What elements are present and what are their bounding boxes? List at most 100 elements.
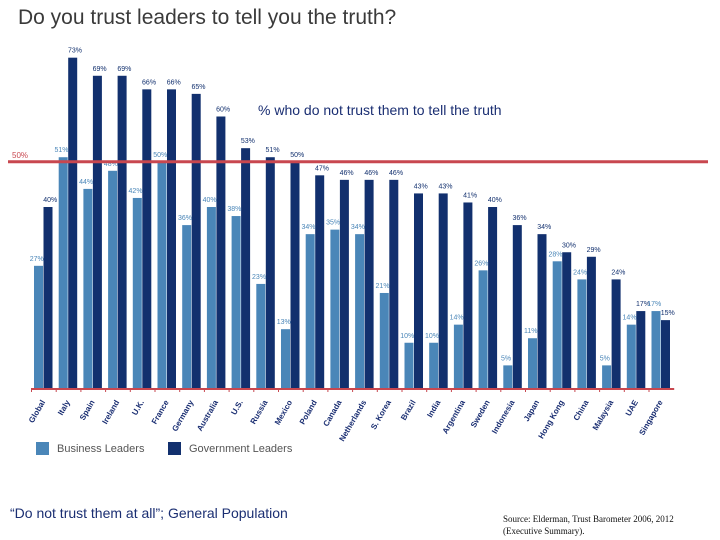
value-label-government: 40% bbox=[488, 197, 502, 204]
value-label-business: 11% bbox=[524, 328, 538, 335]
bar-business bbox=[256, 283, 266, 388]
bar-business bbox=[330, 229, 340, 388]
category-label: Australia bbox=[195, 398, 220, 433]
bar-government bbox=[68, 57, 78, 389]
x-axis bbox=[31, 388, 675, 392]
category-label: Global bbox=[27, 399, 47, 425]
value-label-business: 5% bbox=[600, 355, 610, 362]
value-label-government: 43% bbox=[438, 183, 452, 190]
bar-government bbox=[241, 148, 251, 388]
bar-business bbox=[231, 216, 241, 388]
bar-government bbox=[315, 175, 325, 388]
bar-business bbox=[281, 329, 290, 388]
value-label-government: 43% bbox=[414, 183, 428, 190]
chart-annotation: % who do not trust them to tell the trut… bbox=[258, 102, 502, 118]
category-label: Russia bbox=[249, 398, 270, 426]
value-label-government: 53% bbox=[241, 138, 255, 145]
bar-business bbox=[206, 207, 216, 388]
category-label: Brazil bbox=[399, 399, 418, 422]
bar-government bbox=[364, 179, 374, 388]
bar-government bbox=[438, 193, 448, 388]
value-label-business: 10% bbox=[425, 333, 439, 340]
bar-business bbox=[429, 342, 439, 388]
bar-business bbox=[602, 365, 612, 388]
bars-group bbox=[34, 57, 670, 389]
source-line-2: (Executive Summary). bbox=[503, 526, 585, 536]
category-label: Canada bbox=[321, 398, 344, 428]
bar-government bbox=[142, 89, 152, 388]
bar-government bbox=[265, 157, 275, 388]
value-label-government: 73% bbox=[68, 48, 82, 55]
value-label-business: 10% bbox=[400, 333, 414, 340]
value-label-business: 40% bbox=[203, 197, 217, 204]
value-label-business: 14% bbox=[450, 315, 464, 322]
bar-business bbox=[83, 188, 93, 388]
category-label: Italy bbox=[56, 398, 72, 417]
value-label-business: 36% bbox=[178, 215, 192, 222]
bar-government bbox=[414, 193, 423, 388]
value-label-business: 14% bbox=[623, 315, 637, 322]
value-label-government: 47% bbox=[315, 165, 329, 172]
value-label-business: 34% bbox=[301, 224, 315, 231]
value-label-business: 17% bbox=[647, 301, 661, 308]
category-label: France bbox=[150, 398, 171, 426]
value-label-business: 5% bbox=[501, 355, 511, 362]
value-label-government: 24% bbox=[611, 269, 625, 276]
value-label-government: 36% bbox=[513, 215, 527, 222]
legend-label-government: Government Leaders bbox=[189, 442, 293, 455]
bar-business bbox=[577, 279, 587, 388]
value-label-government: 34% bbox=[537, 224, 551, 231]
bar-government bbox=[636, 311, 646, 388]
bar-business bbox=[132, 197, 142, 388]
value-label-government: 46% bbox=[364, 170, 378, 177]
bar-government bbox=[537, 234, 547, 388]
category-label: Indonesia bbox=[490, 398, 517, 435]
legend-government: Government Leaders bbox=[168, 442, 292, 455]
value-label-government: 17% bbox=[636, 301, 650, 308]
category-label: China bbox=[572, 398, 591, 422]
bar-business bbox=[355, 234, 365, 388]
category-label: Spain bbox=[78, 398, 97, 421]
legend-swatch-business bbox=[36, 442, 49, 455]
bar-government bbox=[389, 179, 399, 388]
bar-business bbox=[34, 265, 43, 388]
category-label: Argentina bbox=[441, 398, 468, 435]
category-label: Malaysia bbox=[591, 398, 616, 432]
bar-government bbox=[611, 279, 621, 388]
value-label-government: 40% bbox=[43, 197, 57, 204]
category-label: Sweden bbox=[469, 398, 492, 429]
value-label-government: 65% bbox=[191, 84, 205, 91]
value-label-government: 30% bbox=[562, 242, 576, 249]
category-label: Hong Kong bbox=[537, 398, 566, 440]
value-label-business: 27% bbox=[30, 256, 44, 263]
bar-government bbox=[167, 89, 176, 388]
bar-government bbox=[661, 320, 670, 388]
bar-business bbox=[108, 170, 118, 388]
value-label-government: 29% bbox=[587, 247, 601, 254]
value-label-business: 50% bbox=[153, 152, 167, 159]
category-label: Mexico bbox=[273, 398, 294, 426]
bar-business bbox=[182, 225, 192, 388]
bar-business bbox=[528, 338, 537, 388]
value-label-government: 69% bbox=[93, 66, 107, 73]
category-label: Singapore bbox=[637, 398, 665, 437]
value-label-business: 26% bbox=[474, 260, 488, 267]
value-label-business: 34% bbox=[351, 224, 365, 231]
bar-government bbox=[586, 256, 596, 388]
category-label: S. Korea bbox=[369, 398, 393, 431]
value-label-business: 13% bbox=[277, 319, 291, 326]
category-labels-group: Global Italy Spain Ireland U.K. France Germany… bbox=[27, 398, 665, 443]
value-label-government: 66% bbox=[167, 79, 181, 86]
bar-government bbox=[290, 161, 300, 388]
value-label-government: 51% bbox=[266, 147, 280, 154]
value-label-government: 46% bbox=[389, 170, 403, 177]
footer-quote: “Do not trust them at all”; General Popu… bbox=[10, 505, 288, 521]
bar-business bbox=[552, 261, 562, 388]
bar-government bbox=[512, 225, 522, 388]
category-label: Ireland bbox=[100, 398, 121, 425]
value-label-government: 69% bbox=[117, 66, 131, 73]
bar-government bbox=[562, 252, 572, 388]
bar-business bbox=[404, 342, 414, 388]
bar-government bbox=[92, 75, 102, 389]
